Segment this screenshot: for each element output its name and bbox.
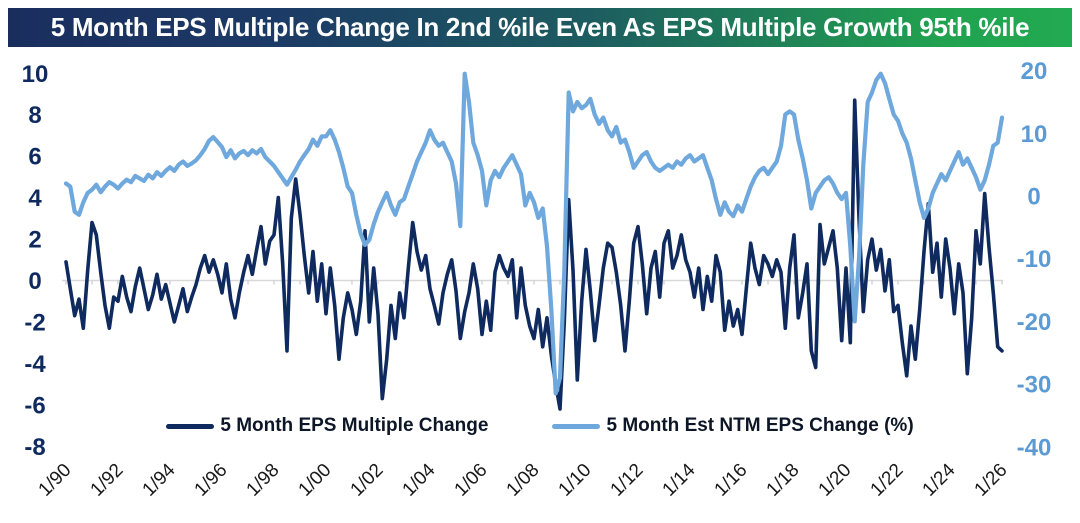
left-axis-tick-label: -6: [24, 392, 45, 419]
x-axis-label: 1/02: [347, 460, 388, 501]
series-line-2: [63, 71, 1005, 396]
left-axis-tick-label: -8: [24, 434, 45, 461]
right-axis-tick-label: -40: [1017, 434, 1052, 461]
x-axis-label: 1/90: [35, 460, 76, 501]
x-axis-label: 1/06: [451, 460, 492, 501]
right-axis-tick-label: 0: [1027, 184, 1040, 211]
x-axis-label: 1/92: [87, 460, 128, 501]
left-axis-tick-label: 6: [28, 144, 41, 171]
left-axis-tick-label: 4: [28, 185, 42, 212]
x-axis-label: 1/96: [191, 460, 232, 501]
left-axis-tick-label: 2: [28, 227, 41, 254]
chart-title: 5 Month EPS Multiple Change In 2nd %ile …: [50, 12, 1030, 42]
x-axis-label: 1/18: [763, 460, 804, 501]
x-axis-label: 1/00: [295, 460, 336, 501]
legend-label-eps-multiple-change: 5 Month EPS Multiple Change: [220, 415, 489, 436]
x-axis-label: 1/94: [139, 459, 180, 500]
x-axis-label: 1/22: [867, 460, 908, 501]
legend-item-est-ntm-eps-change: 5 Month Est NTM EPS Change (%): [552, 415, 914, 437]
x-axis-label: 1/24: [919, 459, 960, 500]
legend-line-swatch-navy: [166, 423, 215, 429]
legend-item-eps-multiple-change: 5 Month EPS Multiple Change: [166, 415, 488, 437]
right-axis-tick-label: -20: [1017, 309, 1052, 336]
right-axis-tick-label: 10: [1021, 121, 1048, 148]
x-axis-label: 1/12: [607, 460, 648, 501]
x-axis-label: 1/26: [971, 460, 1012, 501]
right-axis-tick-label: -10: [1017, 246, 1052, 273]
legend: 5 Month EPS Multiple Change 5 Month Est …: [0, 413, 1080, 439]
right-axis-tick-label: -30: [1017, 372, 1052, 399]
x-axis-label: 1/16: [711, 460, 752, 501]
left-axis-tick-label: 8: [28, 102, 41, 129]
legend-label-est-ntm-eps-change: 5 Month Est NTM EPS Change (%): [606, 415, 914, 436]
left-axis-tick-label: -2: [24, 309, 45, 336]
x-axis-label: 1/08: [503, 460, 544, 501]
left-axis-tick-label: 0: [28, 268, 41, 295]
x-axis-label: 1/14: [659, 459, 700, 500]
chart-title-bar: 5 Month EPS Multiple Change In 2nd %ile …: [8, 8, 1072, 47]
x-axis-label: 1/10: [555, 460, 596, 501]
right-axis-tick-label: 20: [1021, 58, 1048, 85]
series-line-1: [64, 98, 1004, 411]
x-axis-label: 1/98: [243, 460, 284, 501]
x-axis-label: 1/04: [399, 459, 440, 500]
legend-line-swatch-light-blue: [552, 423, 601, 429]
left-axis-tick-label: -4: [24, 351, 46, 378]
x-axis-label: 1/20: [815, 460, 856, 501]
left-axis-tick-label: 10: [22, 61, 49, 88]
